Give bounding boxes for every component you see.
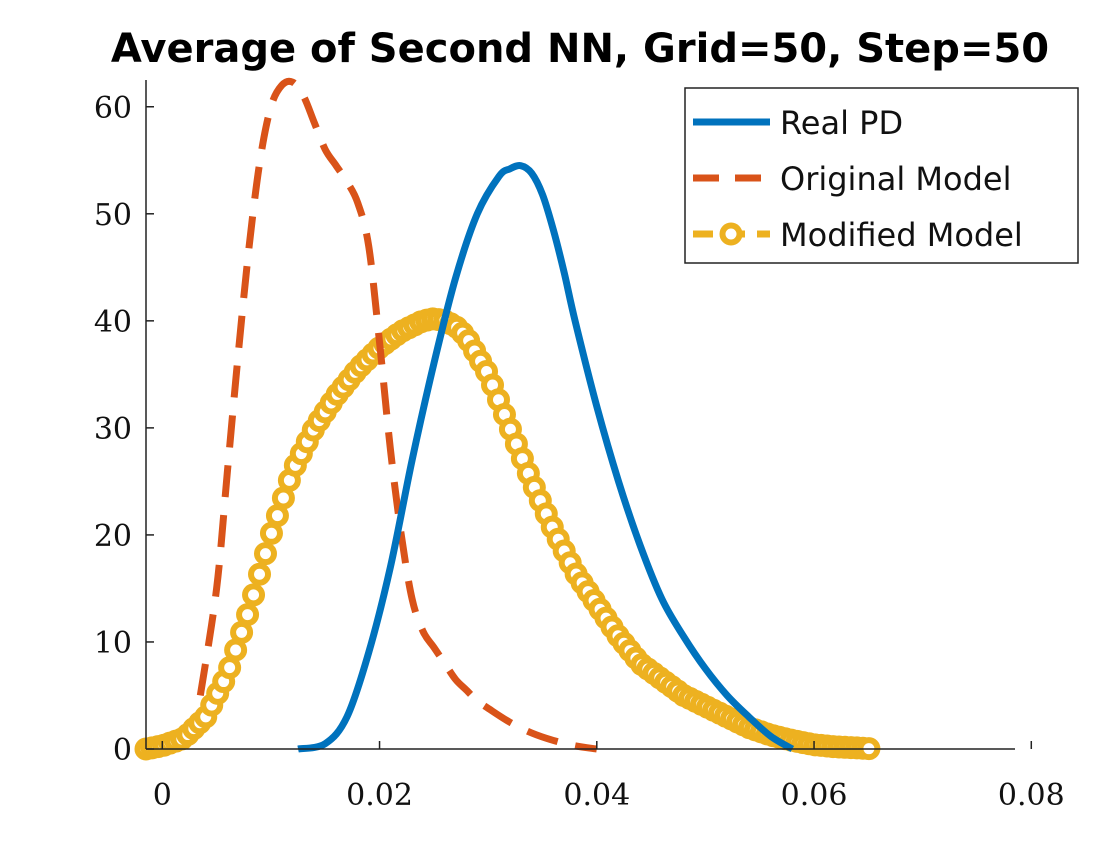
y-tick-label-4: 40 <box>94 305 132 340</box>
series-marker-modified-model-18 <box>242 583 266 607</box>
series-line-original-model <box>196 77 598 753</box>
y-tick-label-5: 50 <box>94 198 132 233</box>
series-line-real-pd <box>297 161 795 753</box>
series-line-modified-model <box>145 315 875 753</box>
x-tick-label-4: 0.08 <box>998 778 1065 813</box>
series-marker-modified-model-22 <box>265 504 289 528</box>
series-marker-modified-model-14 <box>218 656 242 680</box>
chart-title: Average of Second NN, Grid=50, Step=50 <box>111 26 1049 72</box>
series-marker-modified-model-21 <box>259 521 283 545</box>
x-tick-label-0: 0 <box>153 778 172 813</box>
x-tick-label-1: 0.02 <box>346 778 413 813</box>
y-tick-label-6: 60 <box>94 91 132 126</box>
legend-label-real-pd: Real PD <box>780 104 903 142</box>
legend: Real PD Original Model Modified Model <box>684 87 1079 264</box>
series-marker-modified-model-23 <box>271 486 295 510</box>
legend-marker-modified-model <box>719 222 743 246</box>
x-tick-label-3: 0.06 <box>781 778 848 813</box>
series-marker-modified-model-17 <box>236 603 260 627</box>
y-tick-label-1: 10 <box>94 626 132 661</box>
legend-label-original-model: Original Model <box>780 160 1011 198</box>
axes: 0 0.02 0.04 0.06 0.08 0 10 20 30 40 50 60 <box>94 80 1065 813</box>
series-marker-modified-model-15 <box>224 638 248 662</box>
series-marker-modified-model-16 <box>230 620 254 644</box>
x-tick-label-2: 0.04 <box>563 778 630 813</box>
y-tick-label-2: 20 <box>94 519 132 554</box>
y-tick-label-0: 0 <box>113 733 132 768</box>
legend-label-modified-model: Modified Model <box>780 216 1023 254</box>
plot-area <box>134 77 881 761</box>
series-marker-modified-model-19 <box>248 562 272 586</box>
y-tick-label-3: 30 <box>94 412 132 447</box>
series-marker-modified-model-20 <box>253 542 277 566</box>
